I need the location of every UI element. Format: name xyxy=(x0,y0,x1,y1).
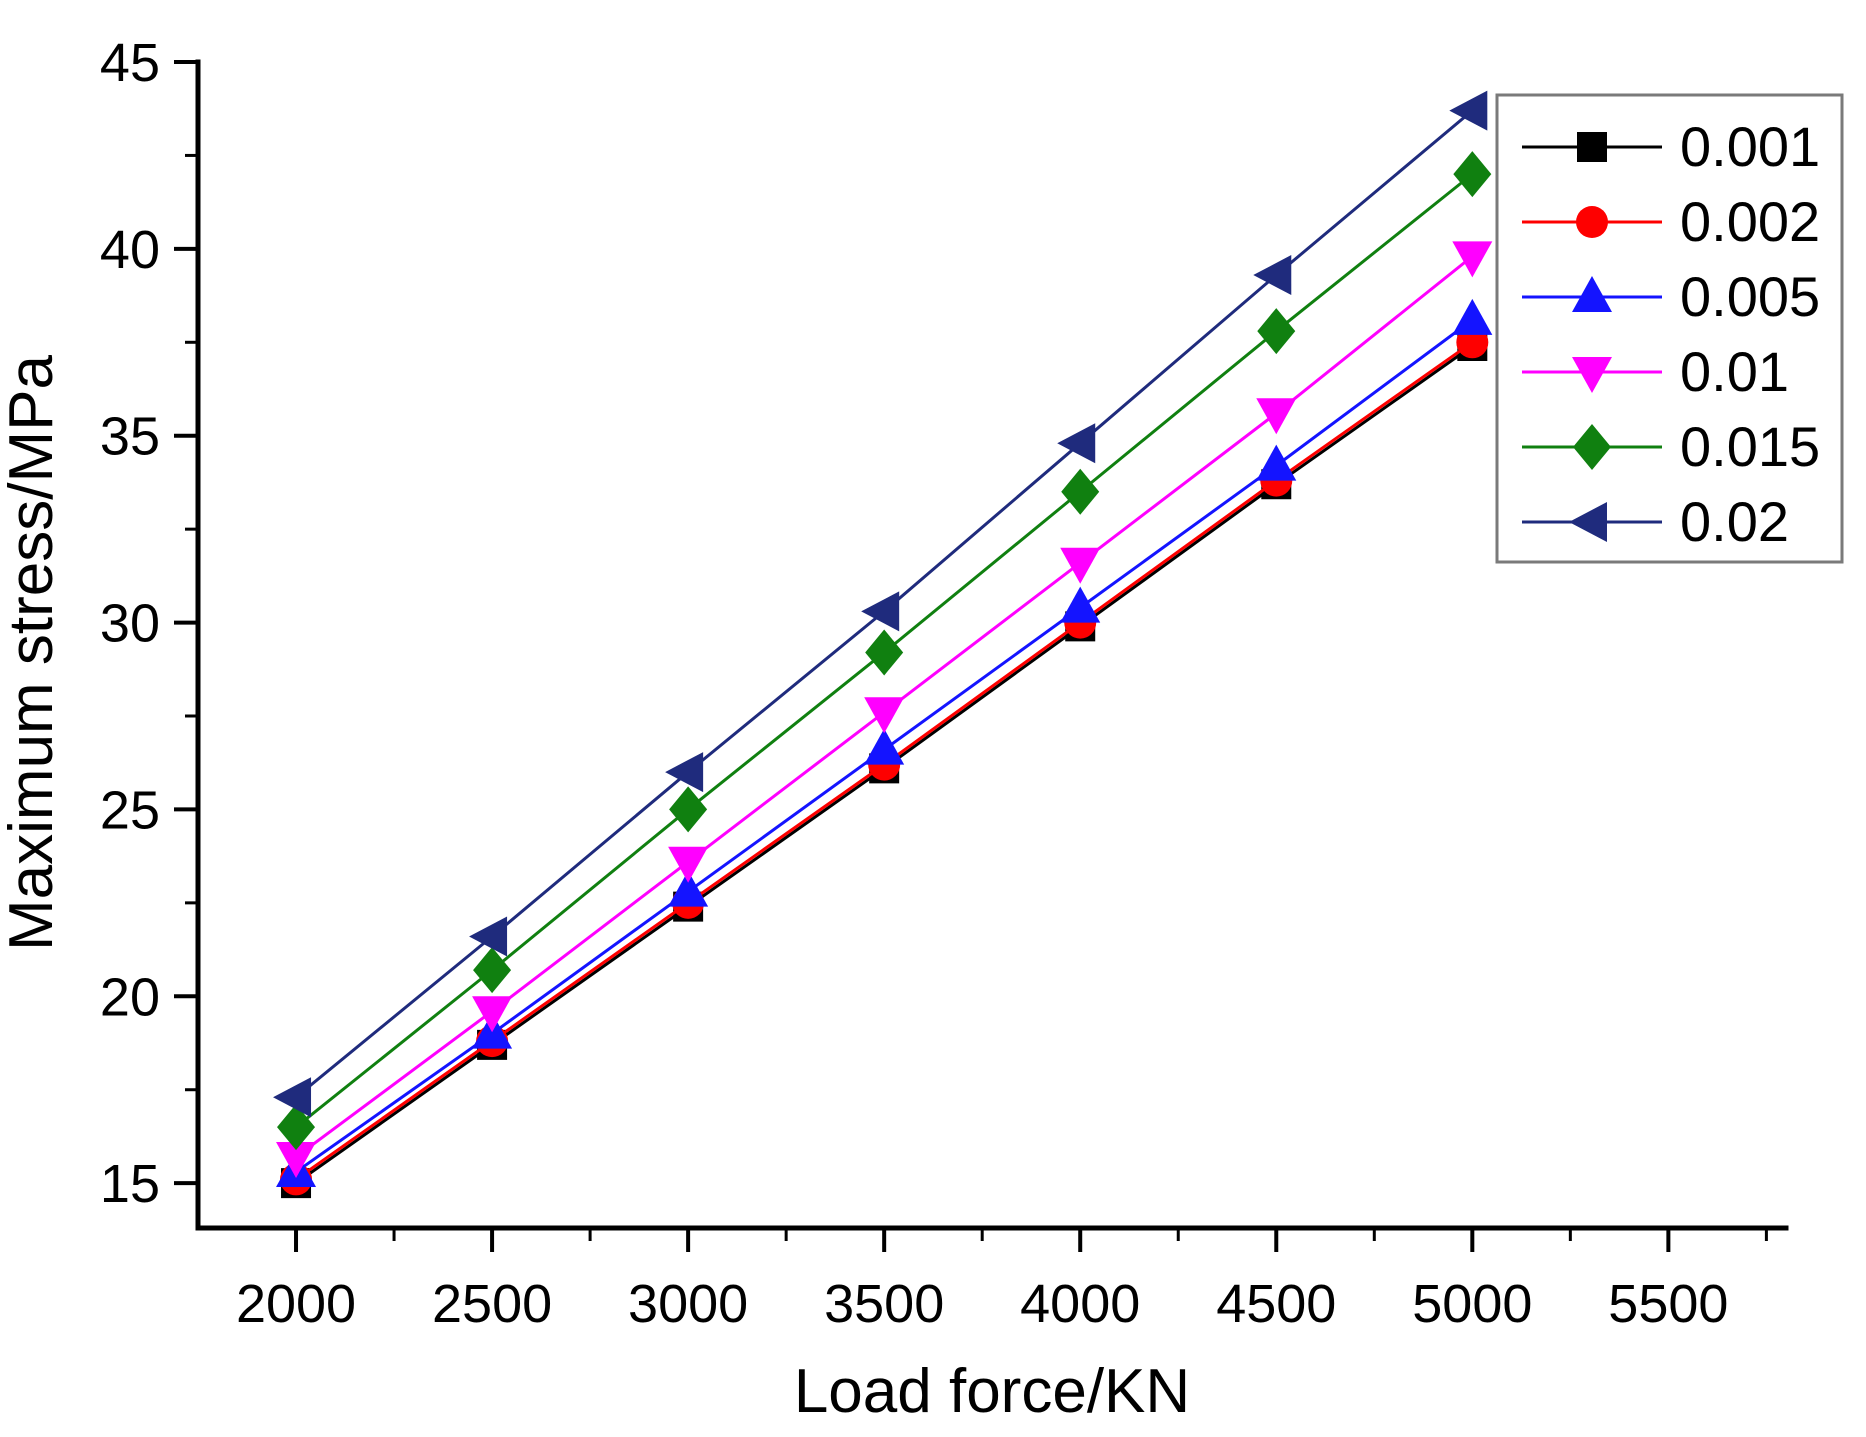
x-tick-label: 3000 xyxy=(628,1274,748,1334)
x-tick-label: 4000 xyxy=(1020,1274,1140,1334)
x-tick-label: 2500 xyxy=(432,1274,552,1334)
series-marker xyxy=(1452,298,1493,335)
series-marker xyxy=(276,1141,317,1178)
legend-item: 0.002 xyxy=(1522,190,1820,253)
series-marker xyxy=(665,752,704,793)
series-marker xyxy=(1253,255,1292,296)
legend-marker xyxy=(1572,276,1612,312)
series-marker xyxy=(1257,308,1296,355)
series-marker xyxy=(1452,241,1493,278)
series-marker xyxy=(861,591,900,632)
legend-marker xyxy=(1576,206,1608,238)
series-0.015 xyxy=(277,151,1492,1151)
x-tick-label: 2000 xyxy=(236,1274,356,1334)
legend-marker xyxy=(1572,357,1612,393)
legend-label: 0.001 xyxy=(1680,115,1820,178)
series-marker xyxy=(668,870,709,907)
legend-marker xyxy=(1573,424,1611,470)
y-tick-label: 45 xyxy=(100,33,160,93)
legend-label: 0.01 xyxy=(1680,340,1789,403)
series-marker xyxy=(1453,151,1492,198)
legend-item: 0.015 xyxy=(1522,415,1820,478)
legend-label: 0.002 xyxy=(1680,190,1820,253)
y-tick-label: 20 xyxy=(100,967,160,1027)
y-tick-label: 15 xyxy=(100,1154,160,1214)
series-0.01 xyxy=(276,241,1493,1178)
legend-marker xyxy=(1577,132,1607,162)
legend-label: 0.005 xyxy=(1680,265,1820,328)
series-marker xyxy=(1061,468,1100,515)
series-marker xyxy=(472,996,513,1033)
series-marker xyxy=(1060,586,1101,623)
legend-label: 0.02 xyxy=(1680,490,1789,553)
y-tick-label: 30 xyxy=(100,594,160,654)
series-marker xyxy=(1256,444,1297,481)
x-tick-label: 4500 xyxy=(1216,1274,1336,1334)
series-marker xyxy=(864,728,905,765)
y-axis-title: Maximum stress/MPa xyxy=(0,355,66,951)
y-tick-label: 40 xyxy=(100,220,160,280)
y-tick-label: 35 xyxy=(100,407,160,467)
series-marker xyxy=(1057,423,1096,464)
legend-marker xyxy=(1569,502,1607,542)
x-tick-label: 3500 xyxy=(824,1274,944,1334)
series-marker xyxy=(864,697,905,734)
legend-item: 0.001 xyxy=(1522,115,1820,178)
series-marker xyxy=(469,916,508,957)
series-marker xyxy=(865,629,904,676)
series-marker xyxy=(669,786,708,833)
legend: 0.001 0.002 0.005 0.01 0.015 0.02 xyxy=(1495,93,1844,564)
series-0.005 xyxy=(276,298,1493,1187)
legend-box xyxy=(1495,93,1844,564)
x-axis-title: Load force/KN xyxy=(794,1357,1190,1426)
series-marker xyxy=(1449,90,1488,131)
series-marker xyxy=(473,947,512,994)
legend-label: 0.015 xyxy=(1680,415,1820,478)
series-marker xyxy=(1060,547,1101,584)
legend-item: 0.005 xyxy=(1522,265,1820,328)
series-marker xyxy=(277,1104,316,1151)
x-tick-label: 5500 xyxy=(1608,1274,1728,1334)
legend-item: 0.01 xyxy=(1522,340,1789,403)
y-tick-label: 25 xyxy=(100,780,160,840)
series-marker xyxy=(1256,398,1297,435)
series-0.02 xyxy=(273,90,1488,1118)
x-tick-label: 5000 xyxy=(1412,1274,1532,1334)
series-marker xyxy=(668,846,709,883)
series-marker xyxy=(273,1077,312,1118)
legend-item: 0.02 xyxy=(1522,490,1789,553)
